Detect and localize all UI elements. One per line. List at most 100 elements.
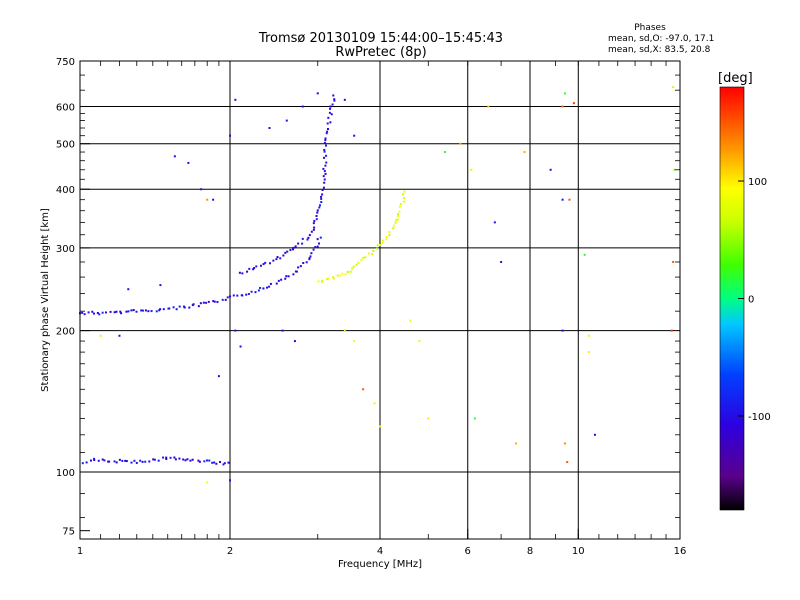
echo-point: [189, 459, 192, 462]
echo-point: [593, 433, 596, 436]
echo-point: [103, 459, 106, 462]
echo-point: [326, 122, 329, 125]
echo-point: [301, 105, 304, 108]
echo-point: [135, 461, 138, 464]
echo-point: [326, 278, 329, 281]
echo-point: [199, 302, 202, 305]
echo-point: [276, 256, 279, 259]
echo-point: [399, 203, 402, 206]
echo-point: [333, 99, 336, 102]
echo-point: [147, 310, 150, 313]
echo-point: [362, 388, 365, 391]
echo-point: [127, 288, 130, 291]
echo-point: [141, 460, 144, 463]
echo-point: [275, 258, 278, 261]
echo-point: [221, 298, 224, 301]
echo-point: [255, 265, 258, 268]
echo-point: [459, 142, 462, 145]
echo-point: [398, 210, 401, 213]
echo-point: [113, 460, 116, 463]
echo-point: [344, 273, 347, 276]
echo-point: [212, 198, 215, 201]
echo-point: [318, 206, 321, 209]
echo-point: [247, 292, 250, 295]
echo-point: [385, 238, 388, 241]
echo-point: [385, 236, 388, 239]
echo-point: [213, 300, 216, 303]
echo-point: [203, 460, 206, 463]
echo-point: [236, 294, 239, 297]
echo-point: [289, 249, 292, 252]
echo-point: [250, 290, 253, 293]
echo-point: [336, 274, 339, 277]
echo-point: [132, 309, 135, 312]
echo-point: [324, 172, 327, 175]
echo-point: [284, 277, 287, 280]
echo-point: [561, 329, 564, 332]
echo-point: [262, 263, 265, 266]
echo-point: [162, 456, 165, 459]
echo-point: [133, 459, 136, 462]
echo-point: [673, 168, 676, 171]
echo-point: [216, 300, 219, 303]
echo-point: [339, 274, 342, 277]
echo-point: [364, 256, 367, 259]
echo-point: [246, 270, 249, 273]
echo-point: [397, 213, 400, 216]
echo-point: [173, 155, 176, 158]
echo-point: [323, 156, 326, 159]
echo-point: [670, 329, 673, 332]
echo-point: [561, 105, 564, 108]
echo-point: [222, 463, 225, 466]
echo-point: [206, 481, 209, 484]
echo-point: [326, 130, 329, 133]
echo-point: [323, 181, 326, 184]
echo-point: [308, 234, 311, 237]
echo-point: [523, 151, 526, 154]
colorbar-tick-label: 100: [748, 177, 767, 188]
echo-point: [327, 116, 330, 119]
echo-point: [301, 237, 304, 240]
echo-point: [108, 460, 111, 463]
echo-point: [281, 329, 284, 332]
echo-point: [308, 257, 311, 260]
echo-point: [175, 308, 178, 311]
echo-point: [343, 98, 346, 101]
echo-point: [200, 188, 203, 191]
echo-point: [285, 119, 288, 122]
echo-point: [130, 461, 133, 464]
echo-point: [572, 102, 575, 105]
echo-point: [325, 161, 328, 164]
echo-point: [93, 457, 96, 460]
echo-point: [375, 247, 378, 250]
echo-point: [470, 168, 473, 171]
echo-point: [583, 253, 586, 256]
echo-point: [297, 242, 300, 245]
echo-point: [332, 277, 335, 280]
echo-point: [157, 459, 160, 462]
echo-point: [310, 252, 313, 255]
echo-point: [266, 286, 269, 289]
echo-point: [418, 340, 421, 343]
echo-point: [186, 458, 189, 461]
echo-point: [473, 417, 476, 420]
echo-point: [328, 111, 331, 114]
echo-point: [409, 319, 412, 322]
echo-point: [388, 234, 391, 237]
colorbar-ticks: 100 0 -100: [738, 177, 771, 423]
echo-point: [218, 461, 221, 464]
echo-point: [308, 258, 311, 261]
echo-point: [245, 293, 248, 296]
echo-point: [109, 310, 112, 313]
chart-title: Tromsø 20130109 15:44:00–15:45:43: [258, 31, 503, 46]
y-tick-label: 300: [56, 244, 75, 255]
echo-point: [174, 458, 177, 461]
echo-point: [313, 226, 316, 229]
y-tick-label: 100: [56, 468, 75, 479]
echo-point: [371, 253, 374, 256]
echo-point: [343, 329, 346, 332]
echo-point: [324, 144, 327, 147]
echo-point: [320, 201, 323, 204]
echo-point: [322, 186, 325, 189]
echo-point: [320, 195, 323, 198]
